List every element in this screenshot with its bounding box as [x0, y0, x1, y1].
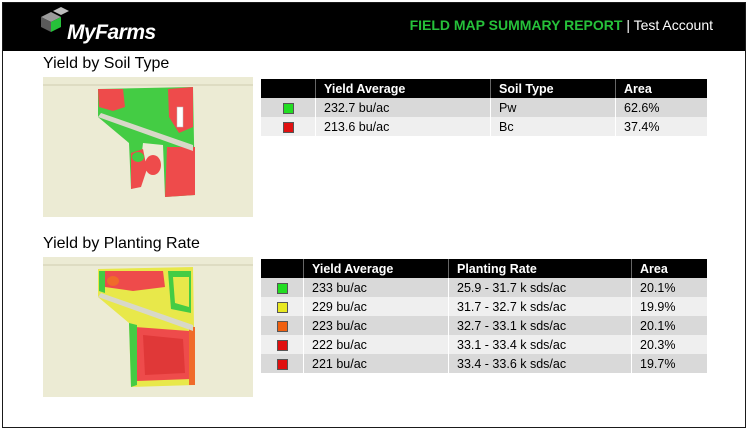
plant-rate-cell: 25.9 - 31.7 k sds/ac	[448, 278, 632, 297]
plant-yield-cell: 229 bu/ac	[303, 297, 449, 316]
plant-yield-cell: 223 bu/ac	[303, 316, 449, 335]
soil-area-cell: 62.6%	[615, 98, 707, 117]
myfarms-logo: MyFarms	[37, 7, 187, 49]
plant-yield-cell: 222 bu/ac	[303, 335, 449, 354]
plant-swatch-cell	[261, 354, 304, 373]
soil-map-image	[43, 77, 253, 217]
plant-swatch-cell	[261, 297, 304, 316]
report-title-main: FIELD MAP SUMMARY REPORT	[409, 17, 623, 33]
plant-area-cell: 20.1%	[631, 316, 707, 335]
logo-text: MyFarms	[67, 21, 156, 44]
plant-col-yield: Yield Average	[303, 259, 449, 278]
plant-row: 233 bu/ac 25.9 - 31.7 k sds/ac 20.1%	[261, 278, 707, 297]
planting-section-title: Yield by Planting Rate	[43, 235, 200, 252]
plant-area-cell: 20.1%	[631, 278, 707, 297]
legend-color-swatch	[276, 339, 288, 351]
account-name: Test Account	[633, 17, 713, 33]
plant-col-swatch	[261, 259, 304, 278]
soil-type-table: Yield Average Soil Type Area 232.7 bu/ac…	[261, 79, 707, 136]
plant-rate-cell: 33.4 - 33.6 k sds/ac	[448, 354, 632, 373]
plant-col-area: Area	[631, 259, 707, 278]
soil-section-title: Yield by Soil Type	[43, 55, 170, 72]
planting-rate-map	[43, 257, 253, 397]
soil-swatch-cell	[261, 117, 316, 136]
legend-color-swatch	[282, 102, 294, 114]
planting-map-image	[43, 257, 253, 397]
logo-cube-icon	[41, 7, 69, 32]
plant-rate-cell: 31.7 - 32.7 k sds/ac	[448, 297, 632, 316]
legend-color-swatch	[276, 320, 288, 332]
soil-row: 232.7 bu/ac Pw 62.6%	[261, 98, 707, 117]
plant-row: 221 bu/ac 33.4 - 33.6 k sds/ac 19.7%	[261, 354, 707, 373]
title-separator: |	[622, 17, 634, 33]
soil-row: 213.6 bu/ac Bc 37.4%	[261, 117, 707, 136]
legend-color-swatch	[276, 282, 288, 294]
soil-yield-cell: 213.6 bu/ac	[315, 117, 491, 136]
soil-col-yield: Yield Average	[315, 79, 491, 98]
soil-col-soil: Soil Type	[490, 79, 616, 98]
soil-soil-cell: Bc	[490, 117, 616, 136]
soil-area-cell: 37.4%	[615, 117, 707, 136]
plant-area-cell: 19.7%	[631, 354, 707, 373]
plant-row: 223 bu/ac 32.7 - 33.1 k sds/ac 20.1%	[261, 316, 707, 335]
legend-color-swatch	[276, 301, 288, 313]
plant-area-cell: 19.9%	[631, 297, 707, 316]
plant-row: 222 bu/ac 33.1 - 33.4 k sds/ac 20.3%	[261, 335, 707, 354]
planting-rate-table: Yield Average Planting Rate Area 233 bu/…	[261, 259, 707, 373]
soil-type-map	[43, 77, 253, 217]
plant-yield-cell: 233 bu/ac	[303, 278, 449, 297]
soil-col-swatch	[261, 79, 316, 98]
plant-col-rate: Planting Rate	[448, 259, 632, 278]
plant-swatch-cell	[261, 316, 304, 335]
plant-rate-cell: 32.7 - 33.1 k sds/ac	[448, 316, 632, 335]
plant-rate-cell: 33.1 - 33.4 k sds/ac	[448, 335, 632, 354]
plant-yield-cell: 221 bu/ac	[303, 354, 449, 373]
soil-yield-cell: 232.7 bu/ac	[315, 98, 491, 117]
plant-swatch-cell	[261, 335, 304, 354]
plant-area-cell: 20.3%	[631, 335, 707, 354]
soil-col-area: Area	[615, 79, 707, 98]
report-title: FIELD MAP SUMMARY REPORT | Test Account	[410, 17, 713, 33]
legend-color-swatch	[282, 121, 294, 133]
plant-swatch-cell	[261, 278, 304, 297]
plant-row: 229 bu/ac 31.7 - 32.7 k sds/ac 19.9%	[261, 297, 707, 316]
report-header: MyFarms FIELD MAP SUMMARY REPORT | Test …	[3, 3, 745, 51]
soil-soil-cell: Pw	[490, 98, 616, 117]
soil-swatch-cell	[261, 98, 316, 117]
legend-color-swatch	[276, 358, 288, 370]
